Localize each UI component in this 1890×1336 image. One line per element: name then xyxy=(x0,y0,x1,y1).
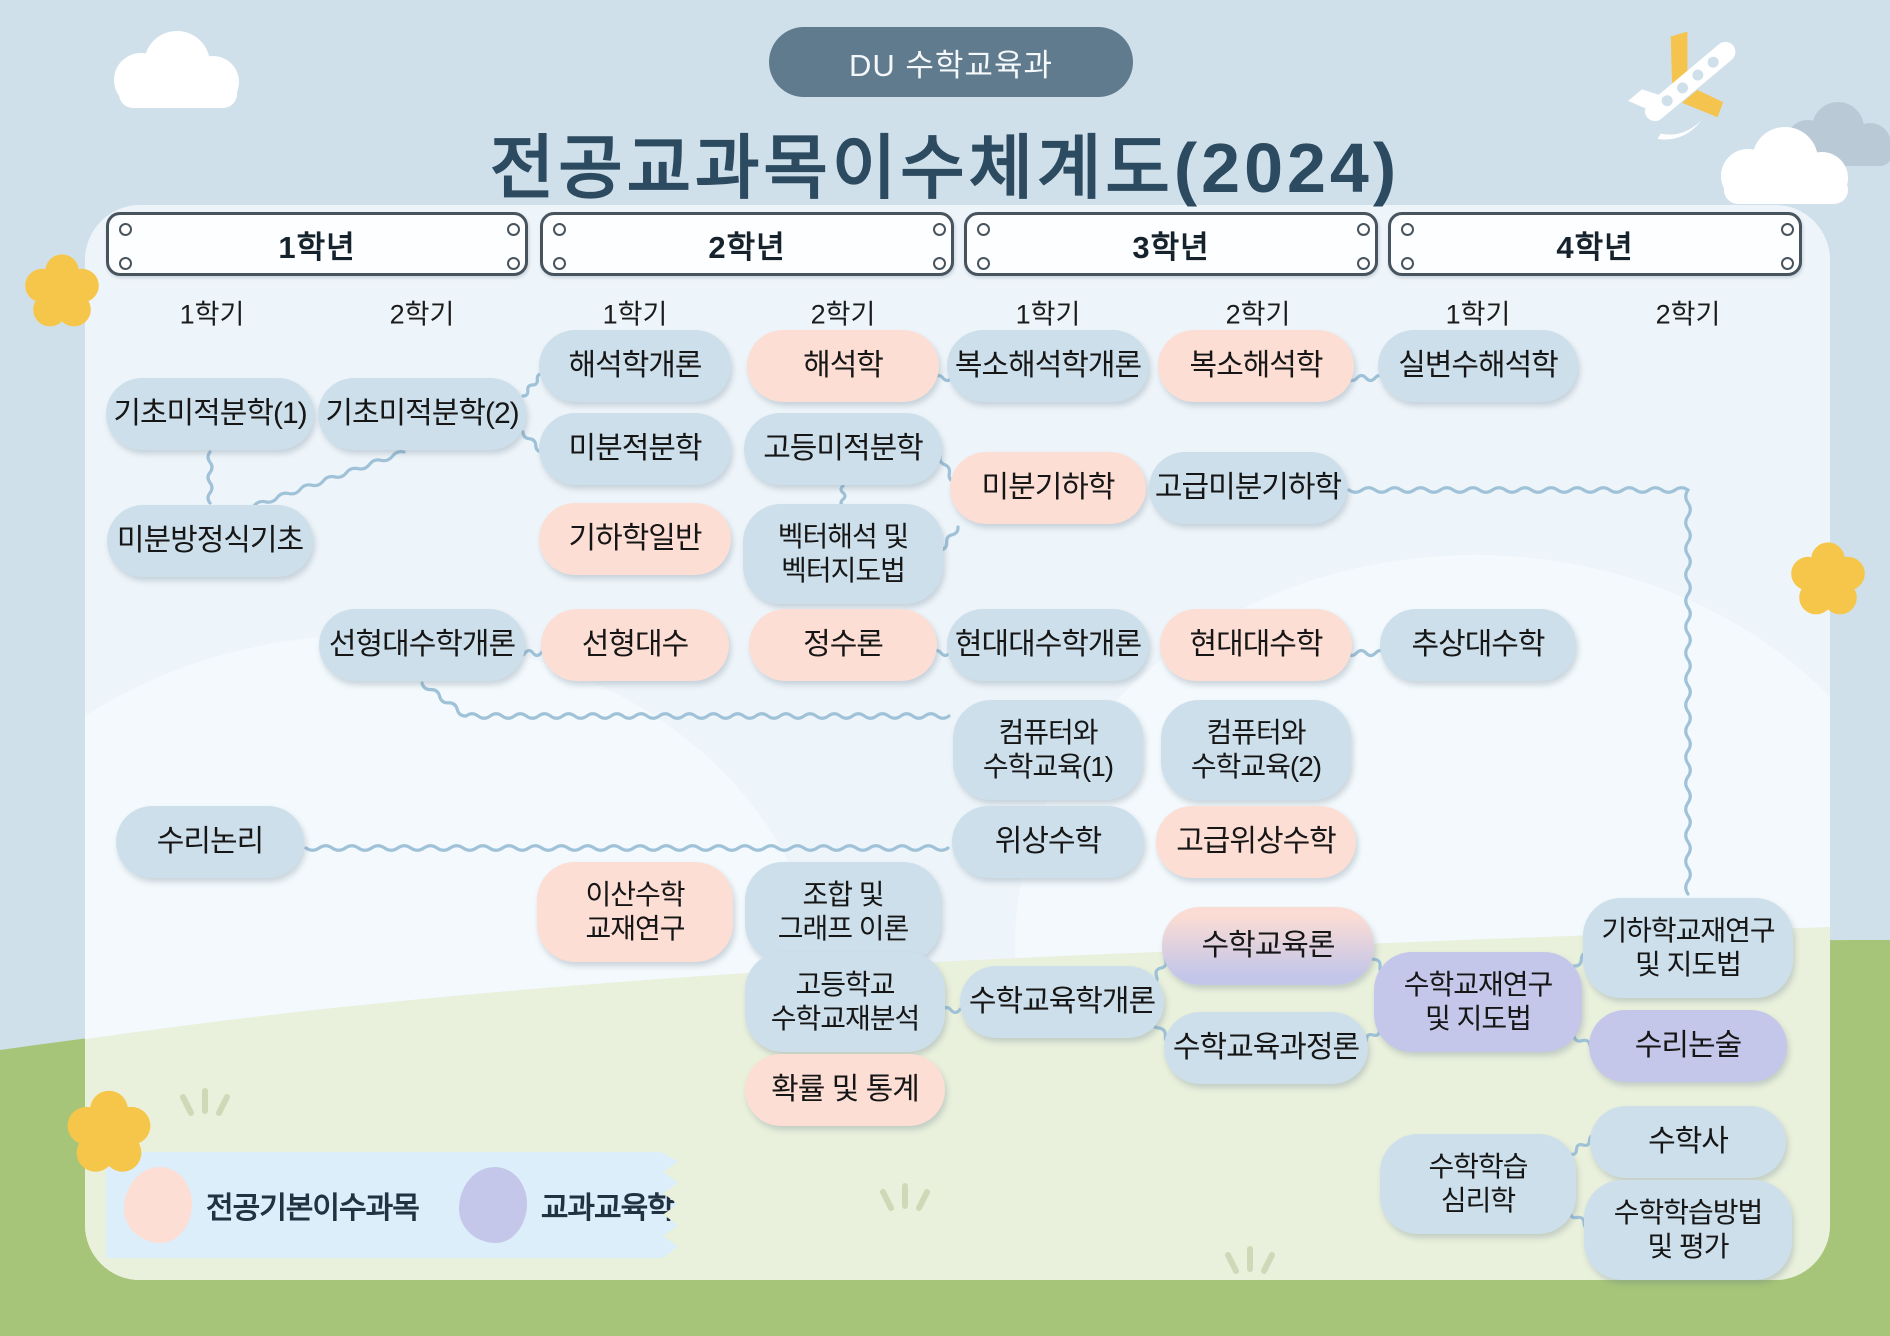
rivet-dot xyxy=(507,223,520,236)
course-bubble-diffgeo: 미분기하학 xyxy=(950,452,1146,524)
course-bubble-method: 수학학습방법 및 평가 xyxy=(1584,1180,1792,1280)
course-bubble-logic: 수리논리 xyxy=(116,806,304,878)
rivet-dot xyxy=(1781,257,1794,270)
legend-label: 교과교육학 xyxy=(540,1192,675,1225)
course-bubble-comp1: 컴퓨터와 수학교육(1) xyxy=(953,700,1143,800)
course-bubble-comp2: 컴퓨터와 수학교육(2) xyxy=(1161,700,1351,800)
course-bubble-linalg: 선형대수 xyxy=(541,609,729,681)
rivet-dot xyxy=(1401,223,1414,236)
course-bubble-psych: 수학학습 심리학 xyxy=(1380,1134,1576,1234)
course-bubble-diffeq: 미분방정식기초 xyxy=(107,505,313,577)
course-bubble-geomat: 기하학교재연구 및 지도법 xyxy=(1583,898,1793,998)
rivet-dot xyxy=(1781,223,1794,236)
course-bubble-prob: 확률 및 통계 xyxy=(745,1054,945,1126)
rivet-dot xyxy=(1401,257,1414,270)
course-bubble-educurr: 수학교육과정론 xyxy=(1164,1012,1368,1084)
year-header-1: 1학년 xyxy=(106,212,528,276)
course-bubble-vector: 벡터해석 및 벡터지도법 xyxy=(743,504,943,604)
course-bubble-edutheory: 수학교육론 xyxy=(1162,907,1374,985)
course-bubble-geogen: 기하학일반 xyxy=(539,503,731,575)
course-bubble-advcalc: 고등미적분학 xyxy=(744,413,942,485)
rivet-dot xyxy=(933,223,946,236)
course-bubble-topology: 위상수학 xyxy=(952,806,1144,878)
rivet-dot xyxy=(119,257,132,270)
rivet-dot xyxy=(553,223,566,236)
course-bubble-analysis: 해석학 xyxy=(747,330,939,402)
course-bubble-calculus: 미분적분학 xyxy=(539,413,731,485)
rivet-dot xyxy=(119,223,132,236)
legend-item-pedagogy: 교과교육학 xyxy=(458,1167,675,1243)
course-bubble-discrete: 이산수학 교재연구 xyxy=(537,862,733,962)
semester-label-2-1: 1학기 xyxy=(602,299,668,330)
course-bubble-matstudy: 수학교재연구 및 지도법 xyxy=(1374,952,1582,1052)
course-bubble-combin: 조합 및 그래프 이론 xyxy=(745,862,941,962)
course-bubble-modalg: 현대대수학 xyxy=(1160,609,1352,681)
course-bubble-history: 수학사 xyxy=(1590,1106,1786,1178)
semester-label-1-1: 1학기 xyxy=(179,299,245,330)
course-bubble-number: 정수론 xyxy=(749,609,937,681)
semester-label-1-2: 2학기 xyxy=(389,299,455,330)
course-bubble-eduintro: 수학교육학개론 xyxy=(960,966,1164,1038)
semester-label-3-1: 1학기 xyxy=(1015,299,1081,330)
rivet-dot xyxy=(507,257,520,270)
year-header-3: 3학년 xyxy=(964,212,1378,276)
pedagogy-color-swatch xyxy=(458,1167,527,1243)
semester-label-2-2: 2학기 xyxy=(810,299,876,330)
course-bubble-analintro: 해석학개론 xyxy=(539,330,731,402)
course-bubble-hsmat: 고등학교 수학교재분석 xyxy=(745,952,945,1052)
semester-label-4-2: 2학기 xyxy=(1655,299,1721,330)
legend-label: 전공기본이수과목 xyxy=(206,1192,420,1225)
rivet-dot xyxy=(977,223,990,236)
course-bubble-linintro: 선형대수학개론 xyxy=(319,609,525,681)
required-color-swatch xyxy=(124,1167,192,1243)
rivet-dot xyxy=(1357,257,1370,270)
course-bubble-algintro: 현대대수학개론 xyxy=(947,609,1149,681)
legend-item-required: 전공기본이수과목 xyxy=(124,1167,420,1243)
semester-label-4-1: 1학기 xyxy=(1445,299,1511,330)
legend-banner: 전공기본이수과목 교과교육학 xyxy=(106,1152,678,1258)
course-bubble-calc1: 기초미적분학(1) xyxy=(106,378,314,450)
course-bubble-calc2: 기초미적분학(2) xyxy=(318,378,526,450)
year-header-4: 4학년 xyxy=(1388,212,1802,276)
rivet-dot xyxy=(553,257,566,270)
year-label: 1학년 xyxy=(278,229,356,265)
year-label: 2학년 xyxy=(708,229,786,265)
department-badge: DU 수학교육과 xyxy=(769,27,1133,97)
year-header-2: 2학년 xyxy=(540,212,954,276)
year-label: 4학년 xyxy=(1556,229,1634,265)
course-bubble-realvar: 실변수해석학 xyxy=(1378,330,1578,402)
rivet-dot xyxy=(1357,223,1370,236)
course-bubble-cplxintro: 복소해석학개론 xyxy=(947,330,1149,402)
rivet-dot xyxy=(977,257,990,270)
course-bubble-essay: 수리논술 xyxy=(1589,1010,1787,1082)
year-label: 3학년 xyxy=(1132,229,1210,265)
course-bubble-advdiffgeo: 고급미분기하학 xyxy=(1149,452,1347,524)
rivet-dot xyxy=(933,257,946,270)
course-bubble-abstalg: 추상대수학 xyxy=(1380,609,1576,681)
page-title: 전공교과목이수체계도(2024) xyxy=(489,129,1401,207)
semester-label-3-2: 2학기 xyxy=(1225,299,1291,330)
course-bubble-advtopo: 고급위상수학 xyxy=(1156,806,1356,878)
course-bubble-cplx: 복소해석학 xyxy=(1158,330,1354,402)
